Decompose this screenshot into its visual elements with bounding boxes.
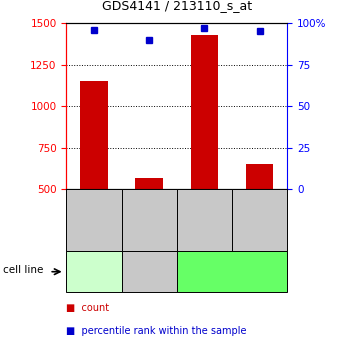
Bar <box>246 164 273 189</box>
Text: GSM701545: GSM701545 <box>255 193 264 248</box>
Text: presenilin 2 (PS2)
iPSCs: presenilin 2 (PS2) iPSCs <box>197 262 267 281</box>
Text: cell line: cell line <box>3 265 44 275</box>
Bar <box>191 35 218 189</box>
Text: GSM701543: GSM701543 <box>145 193 154 248</box>
Text: GDS4141 / 213110_s_at: GDS4141 / 213110_s_at <box>102 0 252 12</box>
Text: Sporadic
PD-derived
iPSCs: Sporadic PD-derived iPSCs <box>127 257 171 287</box>
Bar <box>135 178 163 189</box>
Text: ■  count: ■ count <box>66 303 109 313</box>
Text: ■  percentile rank within the sample: ■ percentile rank within the sample <box>66 326 247 336</box>
Text: control
IPSCs: control IPSCs <box>80 262 108 281</box>
Text: GSM701542: GSM701542 <box>89 193 98 248</box>
Bar <box>80 81 108 189</box>
Text: GSM701544: GSM701544 <box>200 193 209 248</box>
